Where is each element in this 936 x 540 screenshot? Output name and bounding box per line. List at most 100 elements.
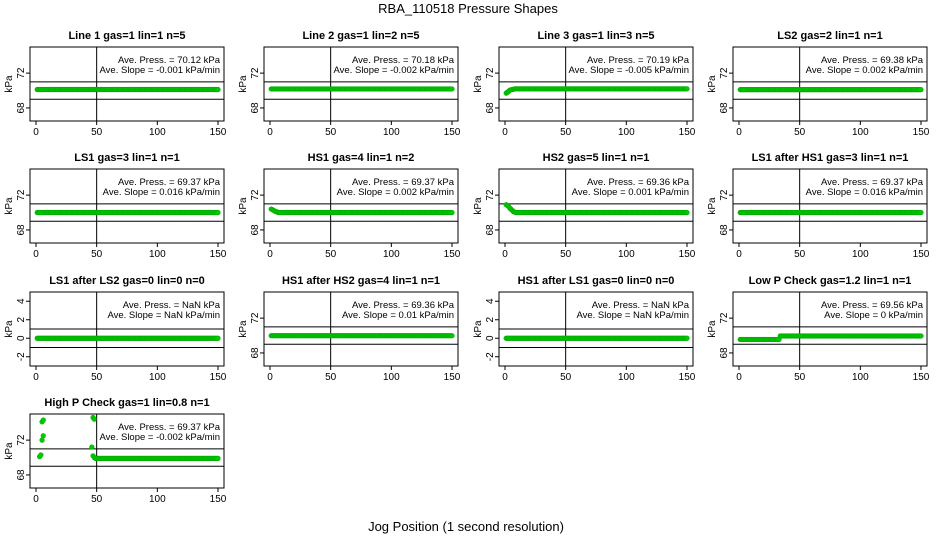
x-tick-label: 50 — [325, 372, 337, 383]
x-tick-label: 0 — [33, 249, 39, 260]
y-tick-label: 72 — [250, 189, 261, 201]
x-tick-label: 0 — [33, 494, 39, 505]
data-point — [215, 86, 221, 93]
x-tick-label: 0 — [267, 249, 273, 260]
y-tick-label: 72 — [719, 67, 730, 79]
chart-panel: LS1 after HS1 gas=3 lin=1 n=1 0 50 100 150 68… — [707, 152, 930, 260]
x-tick-label: 100 — [618, 127, 635, 138]
x-tick-label: 50 — [560, 127, 572, 138]
y-tick-label: -2 — [16, 352, 27, 361]
stats-text: Ave. Press. = 69.36 kPa — [587, 177, 690, 188]
x-tick-label: 150 — [913, 249, 930, 260]
x-tick-label: 150 — [444, 372, 461, 383]
data-point — [918, 87, 924, 93]
y-tick-label: 68 — [16, 224, 27, 236]
stats-text: Ave. Slope = -0.002 kPa/min — [334, 65, 455, 76]
x-tick-label: 100 — [149, 127, 166, 138]
data-point — [684, 86, 690, 92]
x-tick-label: 0 — [33, 372, 39, 383]
stats-text: Ave. Slope = 0.002 kPa/min — [337, 187, 454, 198]
x-tick-label: 150 — [679, 372, 696, 383]
stats-text: Ave. Slope = 0.002 kPa/min — [806, 65, 923, 76]
panel-title: Low P Check gas=1.2 lin=1 n=1 — [749, 275, 912, 287]
x-tick-label: 150 — [679, 249, 696, 260]
x-tick-label: 0 — [736, 249, 742, 260]
x-tick-label: 150 — [210, 249, 227, 260]
stats-text: Ave. Press. = 69.37 kPa — [352, 177, 455, 188]
y-tick-label: 2 — [485, 317, 496, 323]
stats-text: Ave. Press. = 69.37 kPa — [118, 422, 221, 433]
chart-panel: Low P Check gas=1.2 lin=1 n=1 0 50 100 150 68… — [707, 275, 930, 383]
x-tick-label: 100 — [149, 372, 166, 383]
x-tick-label: 50 — [794, 249, 806, 260]
stats-text: Ave. Slope = 0.016 kPa/min — [103, 187, 220, 198]
stats-text: Ave. Press. = NaN kPa — [592, 300, 690, 311]
x-tick-label: 150 — [444, 127, 461, 138]
data-point — [684, 335, 690, 341]
y-tick-label: 72 — [16, 67, 27, 79]
y-tick-label: 72 — [250, 312, 261, 324]
x-tick-label: 50 — [794, 372, 806, 383]
x-tick-label: 100 — [383, 249, 400, 260]
data-point — [918, 209, 924, 216]
y-axis-label: kPa — [473, 320, 484, 338]
y-axis-label: kPa — [4, 442, 15, 460]
x-tick-label: 150 — [210, 372, 227, 383]
y-axis-label: kPa — [238, 197, 249, 215]
stats-text: Ave. Press. = 69.38 kPa — [821, 55, 924, 66]
stats-text: Ave. Press. = 70.18 kPa — [352, 55, 455, 66]
stats-text: Ave. Slope = NaN kPa/min — [107, 310, 220, 321]
y-tick-label: 72 — [250, 67, 261, 79]
y-axis-label: kPa — [707, 75, 718, 93]
x-tick-label: 100 — [852, 127, 869, 138]
x-tick-label: 150 — [913, 372, 930, 383]
x-tick-label: 50 — [325, 249, 337, 260]
stats-text: Ave. Slope = NaN kPa/min — [576, 310, 689, 321]
panel-title: LS1 after LS2 gas=0 lin=0 n=0 — [49, 275, 205, 287]
chart-panel: HS1 after HS2 gas=4 lin=1 n=1 0 50 100 150 68… — [238, 275, 461, 383]
y-tick-label: 68 — [250, 102, 261, 114]
x-tick-label: 50 — [91, 249, 103, 260]
panel-title: Line 2 gas=1 lin=2 n=5 — [302, 30, 419, 42]
data-point — [918, 333, 924, 339]
y-tick-label: 72 — [719, 189, 730, 201]
data-point — [215, 335, 221, 341]
stats-text: Ave. Press. = 69.56 kPa — [821, 300, 924, 311]
data-point — [40, 433, 46, 439]
y-axis-label: kPa — [473, 75, 484, 93]
y-tick-label: 4 — [16, 298, 27, 304]
figure-title: RBA_110518 Pressure Shapes — [378, 1, 558, 16]
x-tick-label: 0 — [33, 127, 39, 138]
chart-panel: HS1 after LS1 gas=0 lin=0 n=0 0 50 100 150 -2… — [473, 275, 696, 383]
x-tick-label: 50 — [91, 127, 103, 138]
data-point — [449, 209, 455, 216]
y-tick-label: 68 — [250, 347, 261, 359]
y-tick-label: 68 — [485, 224, 496, 236]
x-tick-label: 100 — [852, 372, 869, 383]
chart-panel: High P Check gas=1 lin=0.8 n=1 0 50 100 150 6… — [4, 397, 227, 505]
y-tick-label: 2 — [16, 317, 27, 323]
y-tick-label: 68 — [16, 102, 27, 114]
x-tick-label: 100 — [383, 127, 400, 138]
data-point — [449, 86, 455, 92]
stats-text: Ave. Slope = -0.005 kPa/min — [569, 65, 690, 76]
stats-text: Ave. Press. = 70.12 kPa — [118, 55, 221, 66]
data-point — [89, 444, 95, 450]
data-point — [684, 209, 690, 216]
panel-title: LS1 gas=3 lin=1 n=1 — [74, 152, 179, 164]
y-tick-label: 68 — [250, 224, 261, 236]
x-tick-label: 100 — [618, 249, 635, 260]
x-tick-label: 0 — [736, 127, 742, 138]
x-tick-label: 100 — [383, 372, 400, 383]
panel-title: HS2 gas=5 lin=1 n=1 — [543, 152, 650, 164]
data-point — [215, 209, 221, 216]
panel-title: Line 3 gas=1 lin=3 n=5 — [537, 30, 654, 42]
stats-text: Ave. Slope = 0.001 kPa/min — [572, 187, 689, 198]
x-tick-label: 50 — [91, 494, 103, 505]
